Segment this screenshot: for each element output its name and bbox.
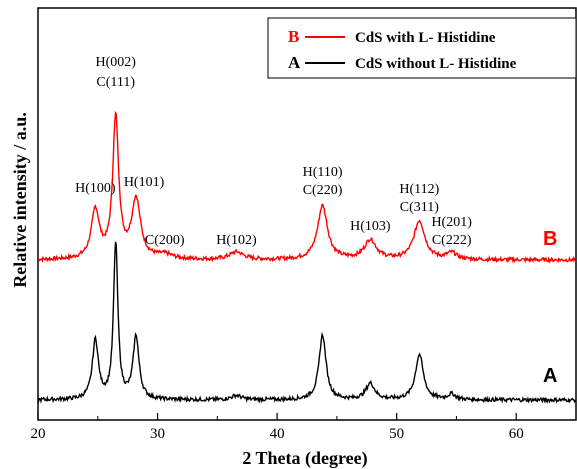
y-axis-title: Relative intensity / a.u. — [10, 112, 30, 288]
peak-label: H(110) — [303, 165, 343, 180]
x-tick-label: 50 — [389, 426, 404, 442]
peak-label-secondary: C(111) — [96, 75, 135, 90]
legend-box — [267, 17, 577, 79]
peak-label: H(112) — [399, 182, 439, 197]
peak-label-secondary: C(311) — [400, 200, 439, 215]
x-axis-ticks: 20 30 40 50 60 — [31, 413, 524, 442]
curve-label-b: B — [543, 228, 557, 250]
legend: B CdS with L- Histidine A CdS without L-… — [267, 17, 577, 79]
curve-label-a: A — [543, 365, 557, 387]
legend-label-b: CdS with L- Histidine — [355, 30, 496, 46]
x-tick-label: 40 — [270, 426, 285, 442]
peak-label: C(200) — [145, 233, 185, 248]
legend-key-a: A — [288, 53, 301, 72]
peak-label: H(102) — [216, 233, 257, 248]
x-tick-label: 30 — [150, 426, 165, 442]
legend-key-b: B — [288, 27, 299, 46]
series-line-a — [37, 241, 576, 404]
peak-label-secondary: C(220) — [303, 183, 343, 198]
peak-label: H(002) — [95, 55, 136, 70]
x-tick-label: 60 — [509, 426, 524, 442]
peak-label: H(103) — [350, 219, 391, 234]
peak-labels: H(100) H(002) C(111) H(101) C(200) H(102) H(11… — [75, 55, 472, 248]
legend-label-a: CdS without L- Histidine — [355, 56, 517, 72]
plot-frame — [37, 7, 577, 421]
x-tick-label: 20 — [31, 426, 46, 442]
peak-label: H(101) — [124, 175, 165, 190]
series-line-b — [37, 110, 576, 264]
peak-label: H(100) — [75, 181, 116, 196]
x-axis-title: 2 Theta (degree) — [242, 448, 367, 469]
series-group — [37, 110, 576, 404]
peak-label-secondary: C(222) — [432, 233, 472, 248]
peak-label: H(201) — [431, 215, 472, 230]
